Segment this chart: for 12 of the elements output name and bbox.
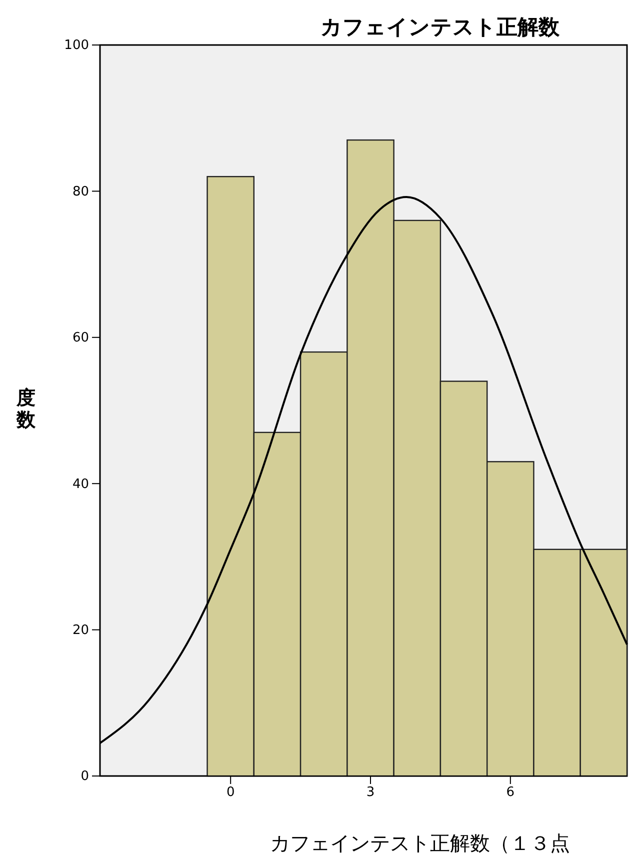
y-tick-label: 80: [72, 184, 89, 200]
y-tick-label: 60: [72, 330, 89, 346]
y-axis-title: 度数: [16, 387, 36, 431]
y-tick-label: 100: [64, 38, 89, 54]
y-tick-label: 20: [72, 622, 89, 638]
y-tick-label: 0: [80, 769, 89, 784]
x-tick-label: 0: [226, 785, 235, 800]
chart-title: カフェインテスト正解数: [320, 15, 560, 39]
y-tick-label: 40: [72, 476, 89, 492]
x-tick-label: 6: [506, 785, 515, 800]
x-tick-label: 3: [366, 785, 375, 800]
x-axis-title: カフェインテスト正解数（１３点: [270, 831, 570, 855]
